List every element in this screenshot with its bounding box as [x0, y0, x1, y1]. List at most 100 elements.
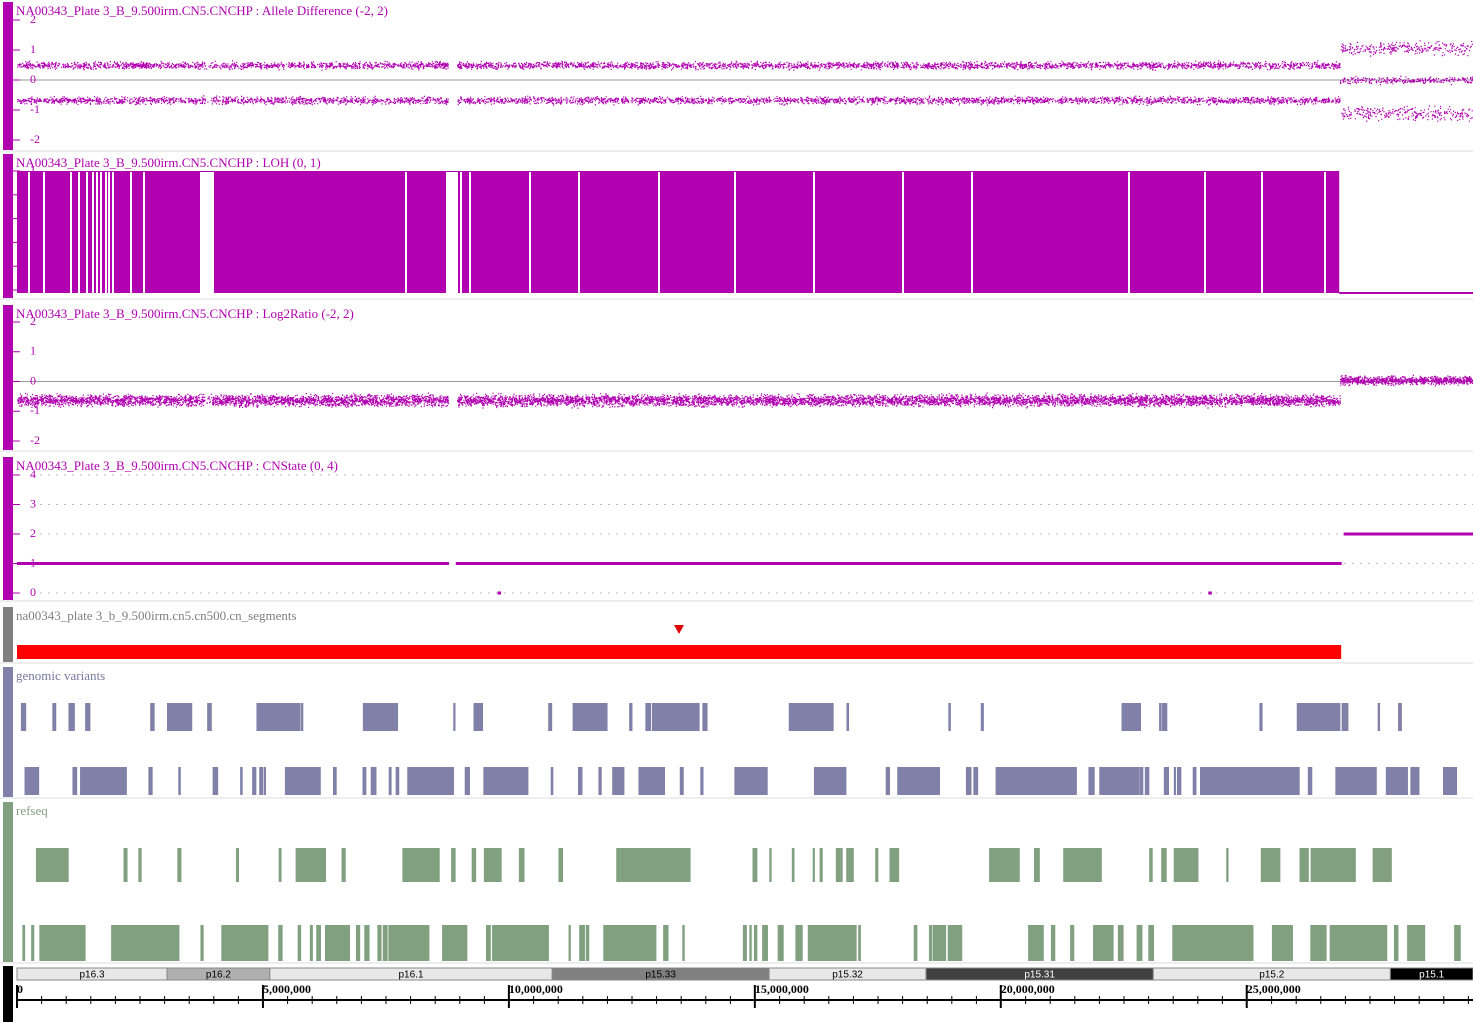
variant-block: [1398, 703, 1402, 731]
variant-block: [212, 767, 219, 795]
gene-block: [428, 848, 434, 882]
gene-block: [1149, 848, 1153, 882]
gene-block: [471, 848, 477, 882]
gene-block: [848, 848, 854, 882]
gene-block: [514, 925, 518, 961]
gene-block: [391, 925, 430, 961]
gene-block: [849, 925, 853, 961]
variant-block: [453, 703, 456, 731]
variant-block: [1130, 703, 1135, 731]
gene-block: [377, 925, 382, 961]
variant-block: [948, 703, 951, 731]
loh-gap: [902, 172, 904, 294]
scatter-texture: [17, 374, 1473, 409]
y-tick-label: -2: [30, 433, 40, 447]
gene-block: [278, 848, 282, 882]
loh-gap: [971, 172, 973, 294]
gene-block: [1271, 925, 1289, 961]
variant-block: [252, 767, 257, 795]
loh-gap: [1261, 172, 1263, 294]
y-tick-label: 1: [30, 163, 36, 177]
gene-block: [840, 848, 843, 882]
variant-block: [702, 703, 708, 731]
gene-block: [402, 848, 408, 882]
variant-block: [366, 703, 372, 731]
gene-block: [278, 925, 283, 961]
gene-block: [1310, 925, 1325, 961]
variant-block: [968, 767, 972, 795]
band-label: p16.3: [79, 970, 104, 981]
variant-block: [1041, 767, 1077, 795]
gene-block: [585, 925, 590, 961]
loh-gap: [212, 172, 214, 294]
variant-block: [1307, 767, 1311, 795]
variant-block: [980, 703, 984, 731]
gene-block: [1173, 848, 1199, 882]
gene-block: [568, 925, 571, 961]
gene-block: [1322, 925, 1327, 961]
loh-gap: [1128, 172, 1130, 294]
gene-block: [382, 925, 388, 961]
gene-block: [1263, 848, 1278, 882]
loh-gap: [130, 172, 132, 294]
gene-block: [620, 848, 664, 882]
band-label: p15.32: [832, 970, 863, 981]
gene-block: [1407, 925, 1426, 961]
gene-block: [875, 848, 879, 882]
gene-block: [1226, 848, 1229, 882]
ruler-label: 5,000,000: [263, 982, 311, 996]
gene-block: [1093, 925, 1099, 961]
gene-block: [483, 848, 502, 882]
gene-block: [200, 925, 204, 961]
gene-block: [1033, 925, 1039, 961]
gene-block: [1034, 848, 1040, 882]
gene-block: [442, 925, 468, 961]
band-label: p16.1: [398, 970, 423, 981]
gene-block: [1063, 848, 1102, 882]
y-tick-label: 0: [30, 72, 36, 86]
variant-block: [72, 767, 78, 795]
track-strip: [3, 802, 13, 962]
track-strip: [3, 305, 13, 450]
loh-gap: [28, 172, 30, 294]
segment-marker: [674, 625, 684, 634]
variant-block: [388, 767, 392, 795]
variant-block: [905, 767, 941, 795]
loh-gap: [105, 172, 107, 294]
cn-segment-bar: [17, 645, 1342, 659]
variant-block: [407, 767, 454, 795]
variant-block: [573, 703, 595, 731]
variant-block: [1173, 767, 1176, 795]
loh-gap: [200, 172, 212, 294]
band-label: p15.2: [1259, 970, 1284, 981]
track-strip: [3, 2, 13, 150]
cn-segment: [17, 562, 449, 565]
variant-block: [700, 767, 704, 795]
variant-block: [259, 767, 264, 795]
gene-block: [1117, 925, 1124, 961]
loh-gap: [455, 172, 457, 294]
variant-block: [296, 767, 299, 795]
y-tick-label: 1: [30, 42, 36, 56]
gene-block: [769, 848, 772, 882]
variant-block: [394, 703, 399, 731]
gene-block: [1136, 925, 1143, 961]
gene-block: [932, 925, 947, 961]
variant-block: [1144, 767, 1150, 795]
loh-gap: [100, 172, 102, 294]
gene-block: [913, 925, 918, 961]
track-title: NA00343_Plate 3_B_9.500irm.CN5.CNCHP : C…: [16, 458, 338, 473]
gene-block: [31, 925, 35, 961]
gene-block: [39, 925, 45, 961]
variant-block: [651, 703, 700, 731]
cn-segment: [497, 591, 502, 595]
gene-block: [762, 925, 767, 961]
variant-block: [1341, 703, 1347, 731]
variant-block: [1296, 703, 1341, 731]
gene-block: [518, 848, 525, 882]
variant-block: [965, 767, 970, 795]
gene-block: [405, 848, 440, 882]
gene-block: [749, 925, 752, 961]
gene-block: [1303, 848, 1308, 882]
